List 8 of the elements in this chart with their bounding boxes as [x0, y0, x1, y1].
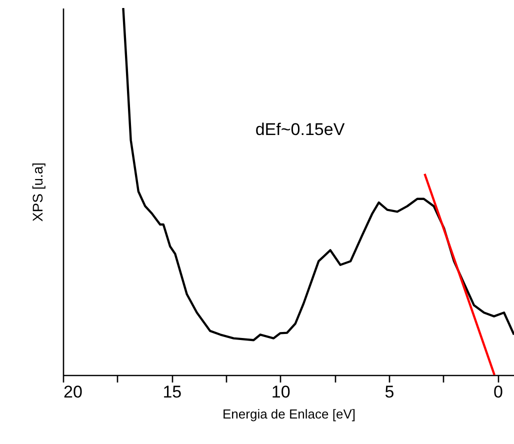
x-tick-label: 5 [384, 382, 394, 402]
x-tick-label: 15 [162, 382, 182, 402]
x-tick-label: 10 [271, 382, 290, 402]
y-axis-title: XPS [u.a] [30, 162, 46, 222]
x-tick-label: 0 [493, 382, 503, 402]
x-axis-title: Energia de Enlace [eV] [222, 406, 356, 422]
x-tick-label: 20 [64, 382, 82, 402]
annotation: dEf~0.15eV [255, 120, 346, 139]
